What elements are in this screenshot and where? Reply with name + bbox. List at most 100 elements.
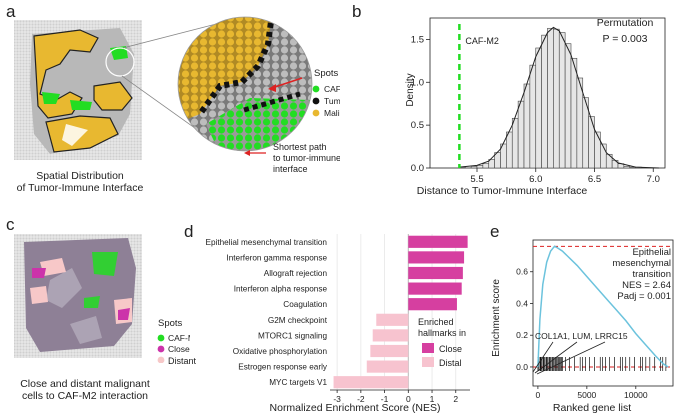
nes-bar [376,313,409,326]
malignant-region-right [93,81,133,111]
caf-region-2 [70,100,92,110]
panel-a-caption-line1: Spatial Distribution [36,170,124,182]
chart-b-annotation: P = 0.003 [602,33,647,45]
x-tick-label: -1 [381,394,389,404]
category-label: G2M checkpoint [268,316,328,325]
legend-label-caf-c: CAF-M2 [168,333,190,343]
panel-label-e: e [490,222,500,241]
x-tick-label: 6.5 [588,174,601,185]
chart-d-legend-title-1: Enriched [418,317,454,327]
legend-dot-interface [312,97,320,105]
malignant-region-left [33,29,99,119]
x-tick-label: 10000 [624,390,648,400]
chart-e-anno-1: Epithelial [632,247,671,258]
nes-bar [408,251,465,264]
histogram-bar [588,116,595,169]
chart-e-ylabel: Enrichment score [491,279,502,357]
close-region-1 [32,268,46,278]
nes-bar [333,376,409,389]
y-tick-label: 0.6 [516,267,528,277]
histogram-bar [523,83,531,169]
caf-region-c2 [84,296,100,308]
x-tick-label: 0 [536,390,541,400]
histogram-bar [623,165,631,169]
histogram-bar [529,64,537,169]
arrow-note-line1: Shortest path [273,142,327,152]
x-tick-label: 1 [430,394,435,404]
x-tick-label: -2 [357,394,365,404]
legend-title-a: Spots [314,68,339,79]
x-tick-label: 2 [453,394,458,404]
chart-b-ylabel: Density [405,73,416,106]
category-label: MTORC1 signaling [258,331,327,340]
histogram-bar [470,165,478,169]
panel-label-b: b [352,2,362,21]
nes-bar [366,360,409,373]
histogram-bar [570,57,578,169]
category-label: Estrogen response early [238,363,328,372]
chart-d-legend-label-distal: Distal [439,358,462,368]
chart-b-title: Permutation [597,17,654,29]
chart-e-anno-3: transition [632,269,671,280]
legend-label-malignant: Malignant [324,108,340,118]
histogram-bar [553,28,560,169]
density-curve [459,26,660,169]
panel-a-figure: Spots CAF-M2 Tumor-Immune Interface Mali… [14,16,340,174]
nes-bar [408,298,457,311]
histogram-bar [506,131,513,169]
gene-pointer-3 [536,341,606,375]
histogram-bar [576,77,584,169]
chart-d-legend-label-close: Close [439,344,462,354]
histogram-bar [611,159,619,169]
chart-e-xlabel: Ranked gene list [553,402,631,414]
arrow-note-line3: interface [273,164,308,174]
panel-label-a: a [6,2,16,21]
category-label: Oxidative phosphorylation [233,347,328,356]
category-label: Epithelial mesenchymal transition [205,238,327,247]
panel-a-caption-line2: of Tumor-Immune Interface [16,182,144,194]
panel-c-caption-line1: Close and distant malignant [20,378,150,390]
panel-label-d: d [184,222,194,241]
category-label: Interferon alpha response [234,285,328,294]
close-region-2 [118,308,130,320]
category-label: Allograft rejection [264,269,328,278]
chart-e-anno-4: NES = 2.64 [622,280,671,291]
x-tick-label: 7.0 [647,174,660,185]
histogram-bar [482,163,490,169]
histogram-bar [476,165,484,169]
chart-b-xlabel: Distance to Tumor-Immune Interface [417,185,588,197]
histogram-bar [558,32,566,169]
y-tick-label: 0.5 [411,120,424,131]
x-tick-label: -3 [333,394,341,404]
y-tick-label: 0.4 [516,298,528,308]
x-tick-label: 5000 [577,390,596,400]
legend-label-caf: CAF-M2 [324,84,340,94]
gsea-enrichment-plot: 0 5000 10000 0.0 0.2 0.4 0.6 Epithelial mesenc… [491,239,674,414]
histogram-chart: 5.5 6.0 6.5 7.0 0.0 0.5 1.0 1.5 CAF-M2 Permutat… [405,17,666,197]
distant-region-2 [30,286,48,304]
y-tick-label: 1.0 [411,77,424,88]
gene-pointer-1 [532,341,554,373]
histogram-bar [517,100,525,169]
gene-pointer-2 [534,341,578,374]
y-tick-label: 1.5 [411,34,424,45]
histogram-bar [511,117,519,169]
legend-title-c: Spots [158,318,183,329]
chart-e-anno-2: mesenchymal [612,258,671,269]
y-tick-label: 0.2 [516,330,528,340]
x-tick-label: 0 [406,394,411,404]
chart-d-legend-swatch-close [422,343,434,353]
histogram-bar [541,34,548,169]
panel-label-c: c [6,215,15,234]
chart-d-legend-title-2: hallmarks in [418,328,466,338]
histogram-bar [547,27,554,169]
legend-dot-close [157,345,165,353]
panel-c-caption-line2: cells to CAF-M2 interaction [21,390,149,402]
nes-bar [370,344,409,358]
x-tick-label: 6.0 [529,174,542,185]
chart-e-anno-5: Padj = 0.001 [617,291,671,302]
panel-a-caption: Spatial Distribution of Tumor-Immune Int… [0,170,160,194]
chart-d-legend-swatch-distal [422,357,434,367]
histogram-bar [564,43,572,169]
legend-dot-malignant [312,109,320,117]
